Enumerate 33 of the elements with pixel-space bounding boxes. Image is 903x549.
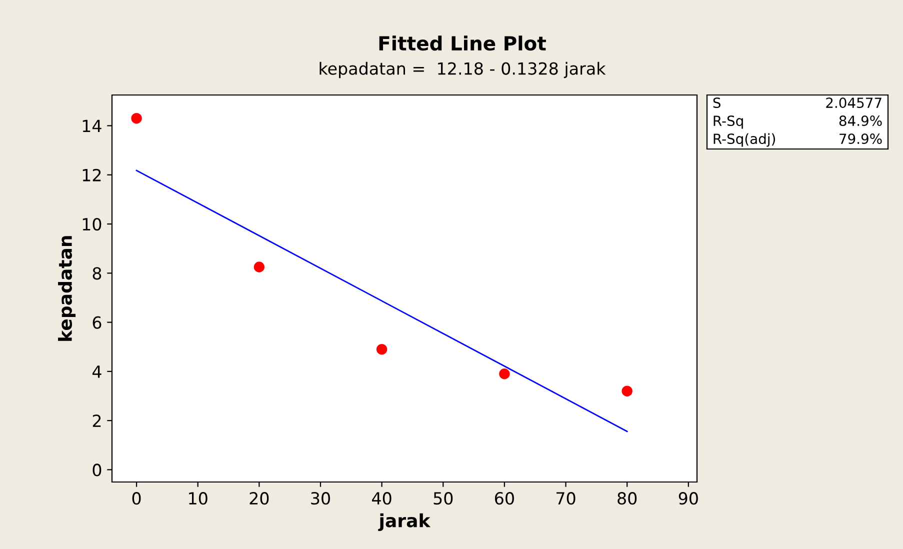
chart-subtitle: kepadatan = 12.18 - 0.1328 jarak — [320, 62, 606, 78]
x-tick-label: 30 — [311, 492, 330, 505]
y-axis-title: kepadatan — [58, 236, 76, 341]
point — [254, 262, 265, 272]
x-tick-label: 10 — [189, 492, 208, 505]
y-tick-label: 10 — [82, 218, 102, 231]
y-tick-label: 8 — [92, 267, 102, 280]
y-tick-label: 2 — [92, 414, 101, 427]
chart-title: Fitted Line Plot — [379, 36, 546, 51]
y-tick-label: 12 — [82, 168, 101, 182]
point — [376, 344, 388, 355]
x-tick-label: 80 — [618, 492, 637, 505]
point — [131, 112, 142, 124]
x-tick-label: 20 — [250, 492, 269, 505]
y-tick-label: 6 — [92, 316, 102, 329]
x-tick-label: 50 — [434, 492, 453, 505]
text: 84.9% — [839, 116, 882, 126]
text: R-Sq(adj) — [714, 133, 775, 147]
x-tick-label: 90 — [678, 492, 698, 505]
point — [499, 368, 510, 380]
text: R-Sq — [714, 116, 743, 129]
y-tick-label: 14 — [82, 120, 102, 132]
text: 79.9% — [840, 134, 882, 144]
x-tick-label: 60 — [495, 492, 514, 505]
y-tick-label: 4 — [92, 366, 102, 378]
x-axis-title: jarak — [378, 513, 431, 532]
y-tick-label: 0 — [92, 464, 102, 476]
x-tick-label: 70 — [556, 492, 576, 505]
point — [622, 386, 632, 396]
text: 2.04577 — [826, 98, 882, 108]
x-tick-label: 40 — [372, 492, 392, 505]
x-tick-label: 0 — [132, 492, 141, 505]
text: S — [713, 98, 720, 108]
